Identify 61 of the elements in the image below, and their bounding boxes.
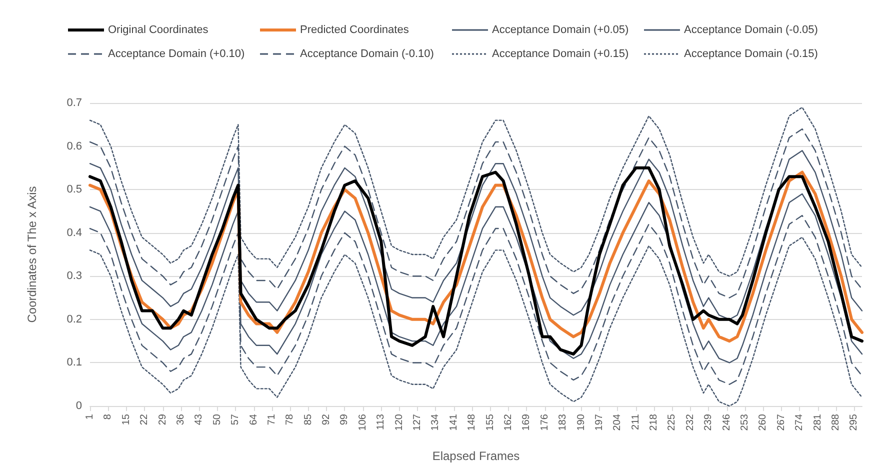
x-tick-label: 64 xyxy=(248,414,260,426)
x-tick-label: 113 xyxy=(376,414,387,430)
y-axis-title: Coordinates of The x Axis xyxy=(25,186,39,323)
y-tick-label: 0.7 xyxy=(66,97,82,109)
x-tick-label: 225 xyxy=(666,414,678,431)
x-tick-label: 43 xyxy=(194,414,205,426)
x-tick-label: 281 xyxy=(812,414,824,431)
x-tick-label: 274 xyxy=(794,414,806,431)
x-tick-label: 92 xyxy=(321,414,332,426)
x-tick-label: 127 xyxy=(412,414,424,431)
x-tick-label: 120 xyxy=(394,414,405,431)
x-tick-label: 267 xyxy=(776,414,787,431)
x-tick-label: 232 xyxy=(684,414,696,431)
x-tick-label: 106 xyxy=(357,414,368,431)
x-tick-label: 211 xyxy=(630,414,642,430)
x-tick-label: 183 xyxy=(558,414,569,431)
y-tick-label: 0.4 xyxy=(66,226,82,239)
x-tick-label: 204 xyxy=(612,414,624,431)
x-tick-label: 22 xyxy=(139,414,150,426)
y-tick-label: 0.5 xyxy=(66,184,82,196)
x-tick-label: 36 xyxy=(175,414,186,426)
x-tick-label: 295 xyxy=(848,414,860,431)
legend-label: Acceptance Domain (+0.10) xyxy=(108,48,245,60)
legend-label: Predicted Coordinates xyxy=(300,24,410,36)
x-tick-label: 148 xyxy=(466,414,478,431)
legend-label: Acceptance Domain (-0.10) xyxy=(300,48,434,60)
x-tick-label: 218 xyxy=(648,414,660,431)
y-tick-label: 0.1 xyxy=(66,356,82,369)
x-tick-label: 155 xyxy=(484,414,496,431)
x-tick-label: 57 xyxy=(230,414,242,426)
x-tick-label: 15 xyxy=(120,414,132,426)
x-tick-label: 288 xyxy=(830,414,842,431)
x-tick-label: 246 xyxy=(721,414,732,431)
x-tick-label: 260 xyxy=(758,414,769,431)
x-tick-label: 71 xyxy=(266,414,278,426)
x-tick-label: 253 xyxy=(740,414,751,431)
x-tick-label: 85 xyxy=(302,414,314,426)
x-tick-label: 99 xyxy=(339,414,350,426)
x-tick-label: 8 xyxy=(102,414,114,420)
x-tick-label: 78 xyxy=(284,414,296,426)
x-tick-label: 169 xyxy=(521,414,532,431)
x-tick-label: 1 xyxy=(84,414,96,420)
y-tick-label: 0.6 xyxy=(66,140,82,152)
x-tick-label: 176 xyxy=(539,414,550,431)
legend-label: Acceptance Domain (-0.15) xyxy=(684,48,818,60)
x-tick-label: 162 xyxy=(502,414,514,431)
y-tick-label: 0.2 xyxy=(66,313,82,326)
legend-label: Acceptance Domain (+0.05) xyxy=(492,24,629,36)
y-tick-label: 0.3 xyxy=(66,270,82,282)
x-tick-label: 190 xyxy=(576,414,587,431)
x-tick-label: 197 xyxy=(594,414,605,431)
x-tick-label: 29 xyxy=(157,414,168,426)
x-tick-label: 141 xyxy=(448,414,460,431)
legend-label: Acceptance Domain (+0.15) xyxy=(492,48,629,60)
legend-label: Acceptance Domain (-0.05) xyxy=(684,24,818,36)
legend-label: Original Coordinates xyxy=(108,24,209,36)
x-axis-title: Elapsed Frames xyxy=(432,449,520,463)
y-tick-label: 0 xyxy=(76,400,82,412)
x-tick-label: 134 xyxy=(430,414,442,431)
x-tick-label: 50 xyxy=(212,414,223,426)
x-tick-label: 239 xyxy=(703,414,714,431)
